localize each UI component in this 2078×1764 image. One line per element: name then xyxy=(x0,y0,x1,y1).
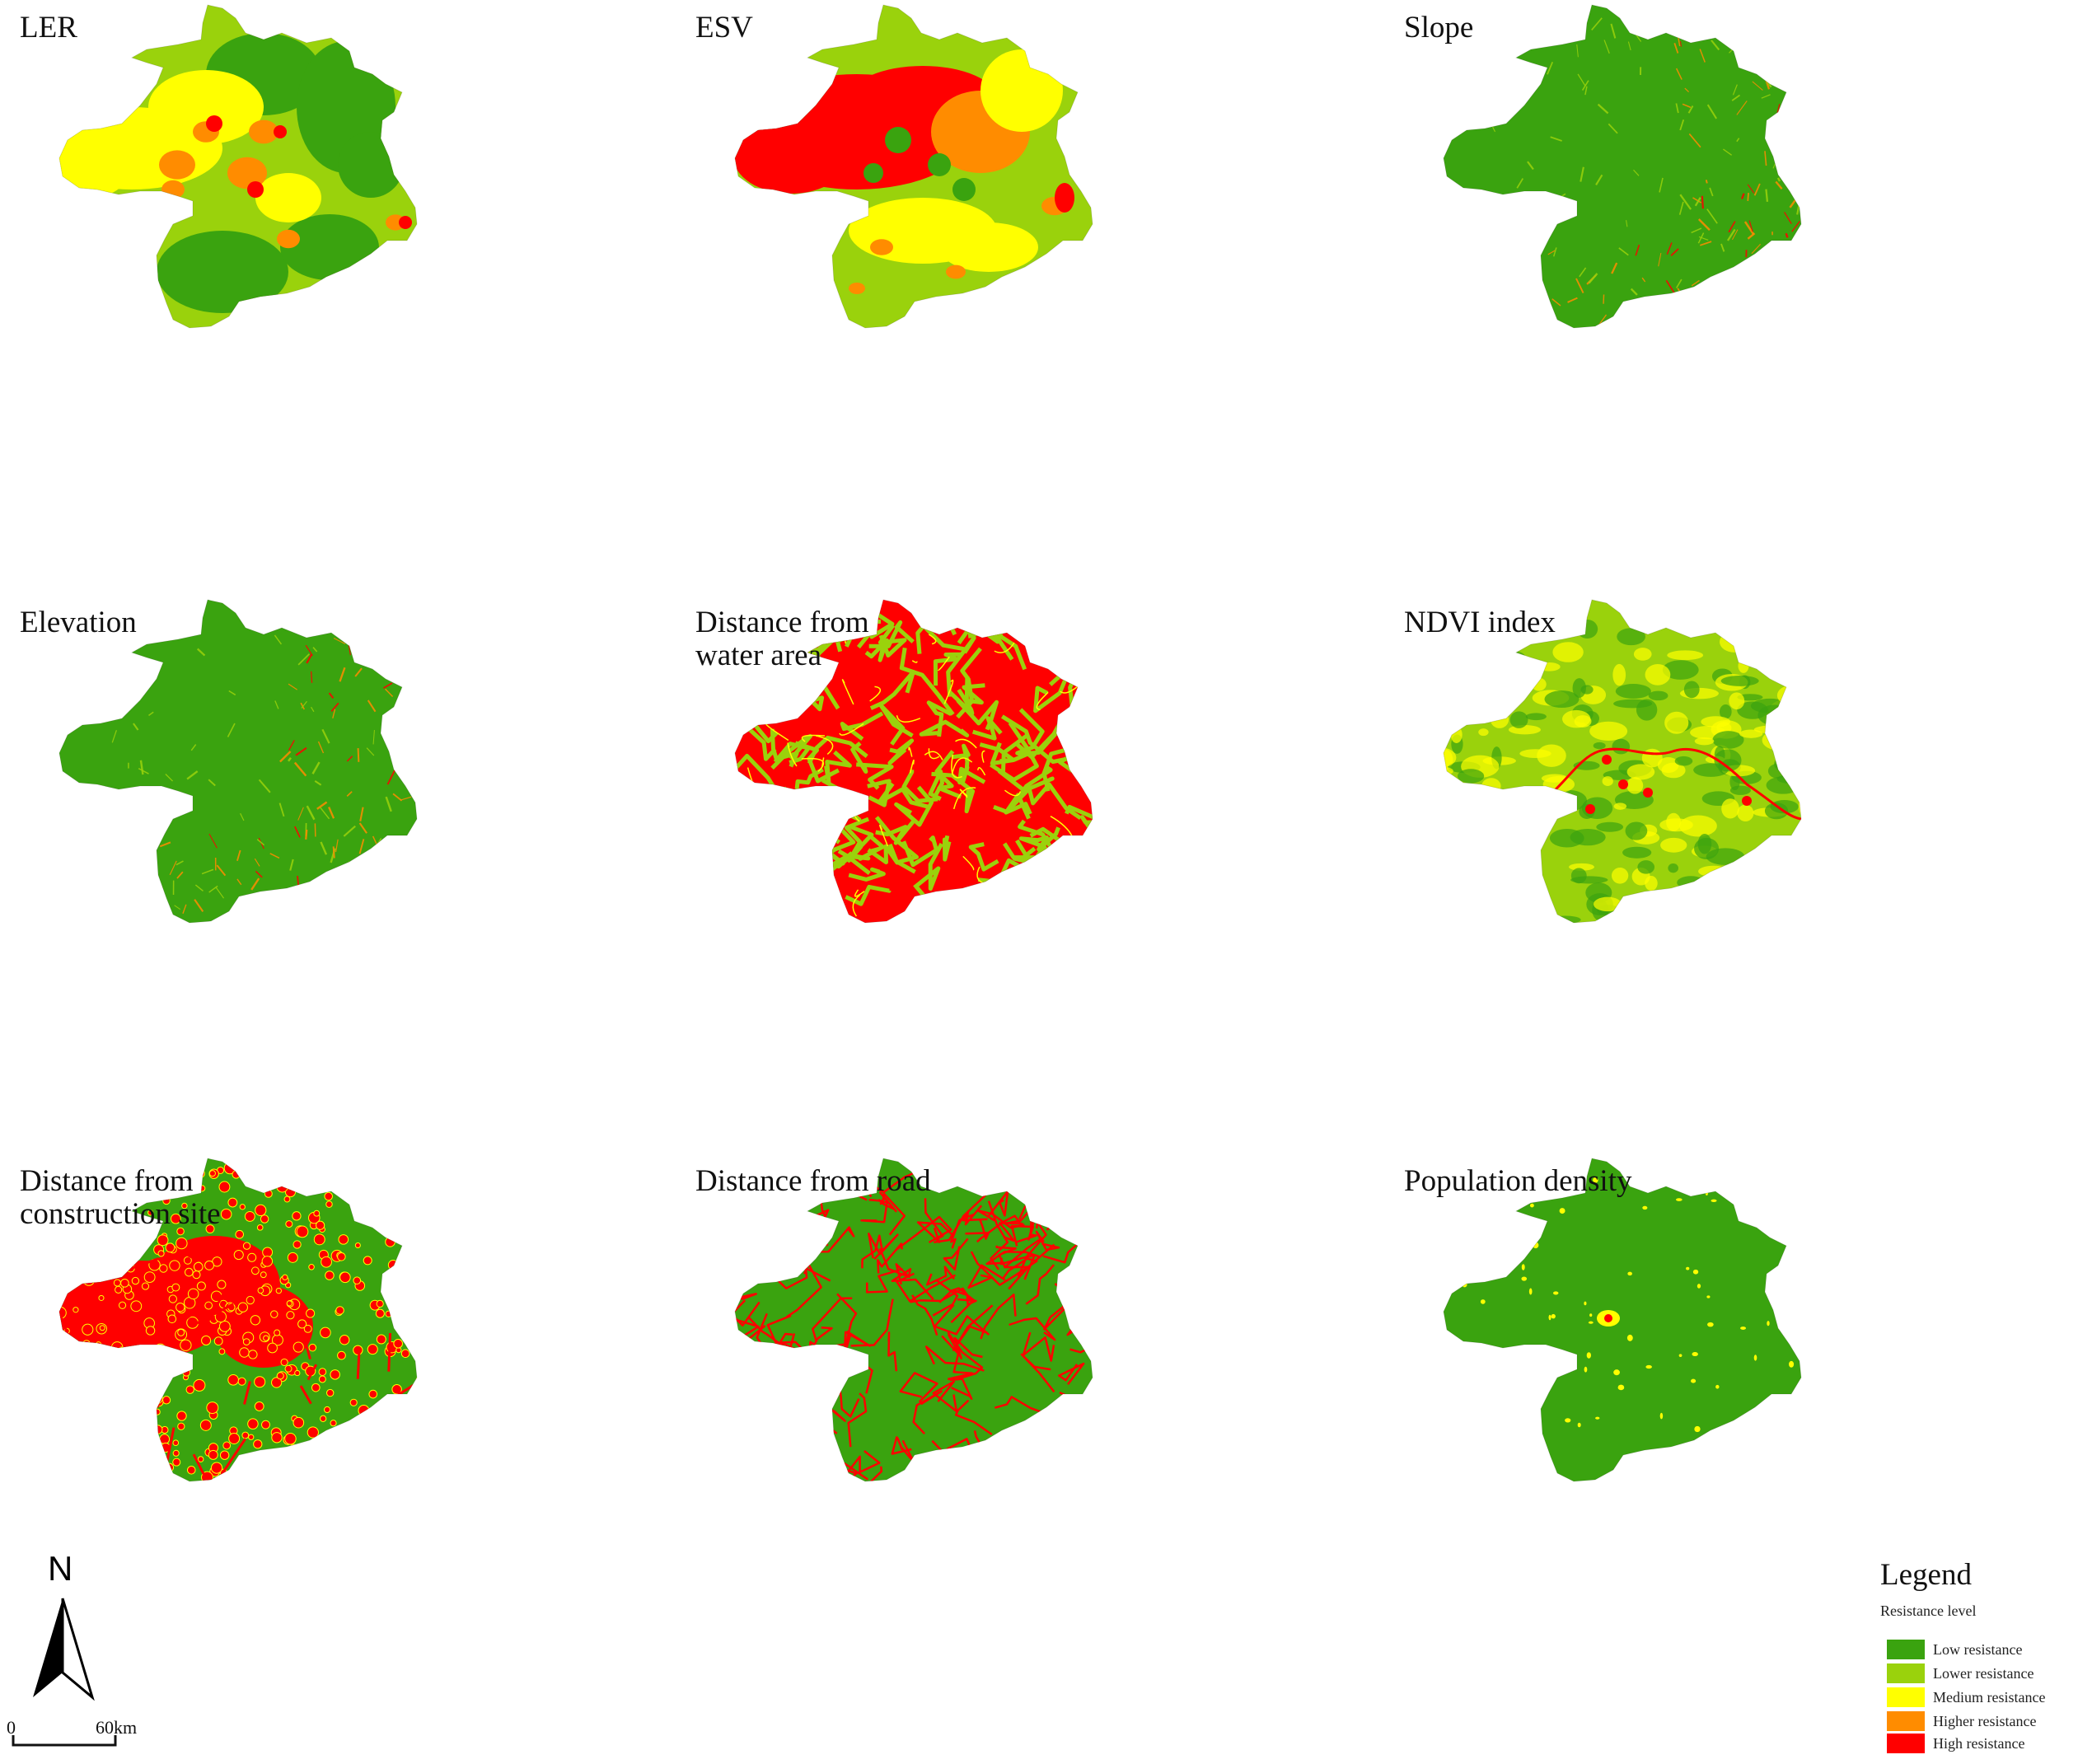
panel-title: NDVI index xyxy=(1404,606,1556,639)
map-layer xyxy=(59,1158,418,1482)
legend-label: Higher resistance xyxy=(1933,1713,2037,1729)
legend-swatch xyxy=(1887,1711,1925,1731)
map-layer xyxy=(734,1158,1093,1482)
panel-title: Population density xyxy=(1404,1164,1632,1198)
legend-label: Lower resistance xyxy=(1933,1665,2034,1682)
region-fill xyxy=(1444,5,1801,328)
legend-item-lower: Lower resistance xyxy=(1887,1663,2076,1685)
map-panel-construction: Distance from construction site xyxy=(0,1153,659,1722)
map-water xyxy=(734,599,1093,924)
legend-item-high: High resistance xyxy=(1887,1734,2076,1755)
panel-title: LER xyxy=(20,11,77,44)
map-esv xyxy=(734,4,1093,329)
panel-title: Distance from road xyxy=(695,1164,931,1198)
map-road xyxy=(734,1158,1093,1482)
map-panel-population: Population density xyxy=(1384,1153,2043,1722)
panel-title: Distance from water area xyxy=(695,606,869,672)
map-panel-elevation: Elevation xyxy=(0,595,659,1163)
map-layer xyxy=(734,4,1093,329)
map-ndvi xyxy=(1443,599,1802,924)
map-panel-road: Distance from road xyxy=(676,1153,1335,1722)
map-panel-ler: LER xyxy=(0,0,659,569)
region-fill xyxy=(59,1158,417,1481)
legend-title: Legend xyxy=(1880,1558,1972,1592)
scale-bar: 0 60km xyxy=(0,1710,165,1760)
legend-item-low: Low resistance xyxy=(1887,1640,2076,1661)
map-layer xyxy=(1443,599,1802,924)
map-layer xyxy=(734,599,1093,924)
map-slope xyxy=(1443,4,1802,329)
map-elevation xyxy=(59,599,418,924)
scale-end: 60km xyxy=(96,1717,138,1738)
region-fill xyxy=(735,5,1093,328)
north-label: N xyxy=(48,1549,73,1588)
map-layer xyxy=(59,599,418,924)
region-fill xyxy=(735,1158,1093,1481)
map-layer xyxy=(1443,4,1802,329)
map-ler xyxy=(59,4,418,329)
region-fill xyxy=(59,600,417,923)
panel-title: Elevation xyxy=(20,606,137,639)
region-fill xyxy=(1444,600,1801,923)
legend-subtitle: Resistance level xyxy=(1880,1603,1977,1619)
legend-item-higher: Higher resistance xyxy=(1887,1711,2076,1733)
map-panel-esv: ESV xyxy=(676,0,1335,569)
legend-label: Low resistance xyxy=(1933,1641,2023,1658)
legend: Legend Resistance level Low resistance L… xyxy=(1880,1557,2074,1759)
north-arrow: N xyxy=(23,1549,105,1706)
region-fill xyxy=(735,600,1093,923)
legend-label: High resistance xyxy=(1933,1735,2025,1752)
legend-swatch xyxy=(1887,1663,1925,1683)
map-panel-ndvi: NDVI index xyxy=(1384,595,2043,1163)
panel-title: Distance from construction site xyxy=(20,1164,221,1231)
legend-swatch xyxy=(1887,1687,1925,1707)
map-panel-slope: Slope xyxy=(1384,0,2043,569)
map-construction xyxy=(59,1158,418,1482)
panel-title: ESV xyxy=(695,11,753,44)
scale-start: 0 xyxy=(7,1717,16,1738)
region-fill xyxy=(59,5,417,328)
legend-swatch xyxy=(1887,1734,1925,1753)
legend-item-medium: Medium resistance xyxy=(1887,1687,2076,1709)
scale-bar-line xyxy=(12,1735,117,1747)
north-arrow-icon xyxy=(33,1598,95,1701)
map-layer xyxy=(59,4,418,329)
map-panel-water: Distance from water area xyxy=(676,595,1335,1163)
map-population xyxy=(1443,1158,1802,1482)
legend-swatch xyxy=(1887,1640,1925,1659)
panel-title: Slope xyxy=(1404,11,1474,44)
legend-label: Medium resistance xyxy=(1933,1689,2046,1706)
